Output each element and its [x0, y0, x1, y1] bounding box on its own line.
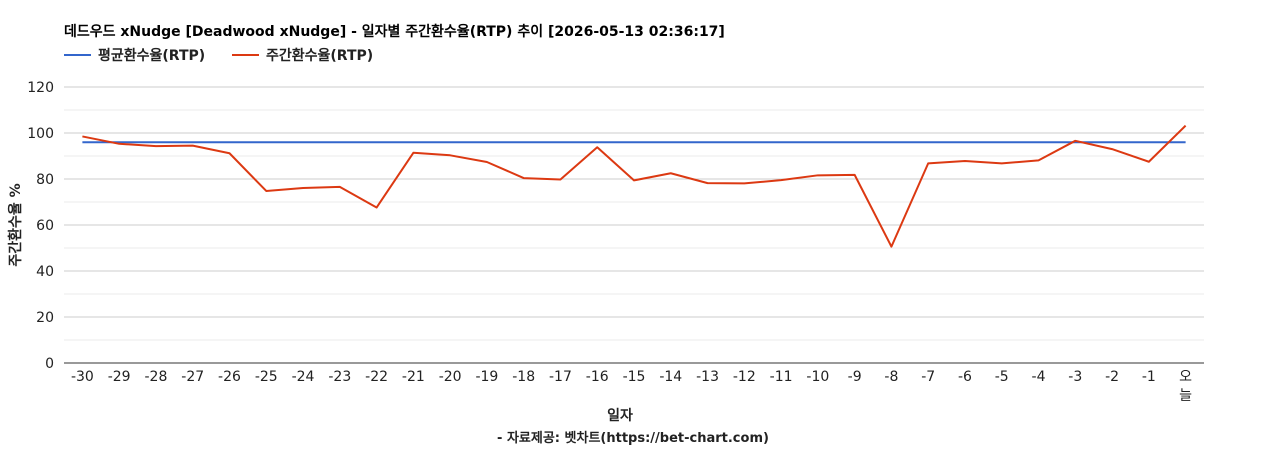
x-tick-label: -4	[1032, 369, 1046, 385]
x-tick-label: -13	[696, 369, 719, 385]
x-tick-label: -24	[292, 369, 315, 385]
y-tick-label: 120	[27, 80, 54, 96]
y-tick-label: 0	[45, 356, 54, 372]
x-tick-label: -9	[848, 369, 862, 385]
chart-title: 데드우드 xNudge [Deadwood xNudge] - 일자별 주간환수…	[64, 23, 725, 40]
x-tick-label: -16	[586, 369, 609, 385]
x-tick-label: -30	[71, 369, 94, 385]
x-tick-label: -15	[623, 369, 646, 385]
x-axis-title: 일자	[607, 408, 633, 424]
x-tick-label: -22	[365, 369, 388, 385]
source-footer: - 자료제공: 벳차트(https://bet-chart.com)	[497, 430, 769, 446]
x-tick-label: -25	[255, 369, 278, 385]
y-tick-label: 40	[36, 264, 54, 280]
legend: 평균환수율(RTP) 주간환수율(RTP)	[64, 47, 373, 64]
y-tick-label: 80	[36, 172, 54, 188]
x-tick-label: -5	[995, 369, 1009, 385]
x-tick-label: -23	[328, 369, 351, 385]
x-tick-label: -17	[549, 369, 572, 385]
x-tick-label: -18	[512, 369, 535, 385]
y-axis-title: 주간환수율 %	[7, 183, 24, 266]
x-tick-label: -7	[921, 369, 935, 385]
x-tick-label: -10	[806, 369, 829, 385]
x-tick-label: -26	[218, 369, 241, 385]
x-tick-label: -6	[958, 369, 972, 385]
x-tick-label: -11	[770, 369, 793, 385]
y-tick-label: 100	[27, 126, 54, 142]
x-tick-label: -1	[1142, 369, 1156, 385]
y-axis-ticks: 0 20 40 60 80 100 120	[27, 80, 54, 372]
x-tick-label: -3	[1068, 369, 1082, 385]
legend-label: 평균환수율(RTP)	[98, 47, 205, 64]
x-tick-label: -29	[108, 369, 131, 385]
weekly-rtp-line	[82, 124, 1187, 248]
y-tick-label: 20	[36, 310, 54, 326]
x-tick-label: -20	[439, 369, 462, 385]
x-tick-label: -27	[181, 369, 204, 385]
x-axis-ticks: -30 -29 -28 -27 -26 -25 -24 -23 -22 -21 -20 -19 -18-…	[71, 369, 1192, 404]
x-tick-label: -2	[1105, 369, 1119, 385]
x-tick-label: -14	[659, 369, 682, 385]
series-lines	[82, 124, 1187, 248]
x-tick-label: -28	[144, 369, 167, 385]
x-tick-label: -21	[402, 369, 425, 385]
grid-lines	[64, 86, 1204, 364]
legend-label: 주간환수율(RTP)	[266, 47, 373, 64]
x-tick-label: -19	[475, 369, 498, 385]
y-tick-label: 60	[36, 218, 54, 234]
x-tick-label: -12	[733, 369, 756, 385]
x-tick-label: -8	[884, 369, 898, 385]
